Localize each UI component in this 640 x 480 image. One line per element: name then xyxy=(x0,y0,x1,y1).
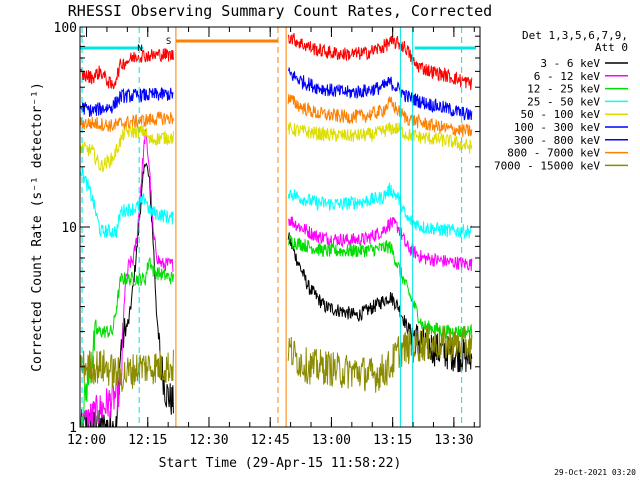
x-tick-label-4: 13:00 xyxy=(312,433,351,448)
legend-label-0: 3 - 6 keV xyxy=(540,57,600,70)
y-axis-label: Corrected Count Rate (s⁻¹ detector⁻¹) xyxy=(30,82,45,372)
legend-label-2: 12 - 25 keV xyxy=(527,83,600,96)
series-trace-1-0 xyxy=(79,128,174,428)
legend-header-1: Att 0 xyxy=(595,41,628,54)
series-trace-8-1 xyxy=(287,325,473,393)
series-trace-3-0 xyxy=(79,166,174,239)
chart-title: RHESSI Observing Summary Count Rates, Co… xyxy=(68,2,492,20)
series-trace-5-0 xyxy=(79,87,174,117)
y-tick-label-2: 100 xyxy=(54,21,77,36)
series-trace-1-1 xyxy=(288,216,473,271)
flag-label-S: S xyxy=(166,37,171,47)
series-trace-3-1 xyxy=(287,182,473,240)
y-tick-label-0: 1 xyxy=(69,421,77,436)
x-tick-label-2: 12:30 xyxy=(189,433,228,448)
x-tick-label-6: 13:30 xyxy=(434,433,473,448)
legend-label-1: 6 - 12 keV xyxy=(534,70,601,83)
timestamp: 29-Oct-2021 03:20 xyxy=(554,468,636,477)
x-tick-label-0: 12:00 xyxy=(67,433,106,448)
axes: 12:00 12:15 12:30 12:45 13:00 13:15 13:30 1 10 10… xyxy=(54,21,480,448)
series-trace-4-0 xyxy=(79,124,174,173)
plot-area: NS xyxy=(79,27,476,428)
legend-label-4: 50 - 100 keV xyxy=(521,108,601,121)
series-trace-2-1 xyxy=(288,234,473,340)
y-tick-label-1: 10 xyxy=(61,221,77,236)
legend-label-8: 7000 - 15000 keV xyxy=(494,159,600,172)
series-trace-5-1 xyxy=(288,67,473,121)
x-tick-label-3: 12:45 xyxy=(251,433,290,448)
legend-label-6: 300 - 800 keV xyxy=(514,134,600,147)
flag-label-N: N xyxy=(137,44,142,54)
legend-label-5: 100 - 300 keV xyxy=(514,121,600,134)
series-trace-7-0 xyxy=(79,111,174,133)
series-trace-2-0 xyxy=(80,257,174,428)
series-trace-9-1 xyxy=(287,32,473,91)
series-trace-4-1 xyxy=(287,121,473,154)
x-tick-label-1: 12:15 xyxy=(128,433,167,448)
x-axis-label: Start Time (29-Apr-15 11:58:22) xyxy=(159,456,402,471)
series-trace-8-0 xyxy=(79,349,174,392)
x-tick-label-5: 13:15 xyxy=(373,433,412,448)
series-trace-7-1 xyxy=(287,94,473,137)
series-trace-9-0 xyxy=(79,48,174,90)
legend-label-3: 25 - 50 keV xyxy=(527,95,600,108)
legend-header-0: Det 1,3,5,6,7,9, xyxy=(522,29,628,42)
legend-label-7: 800 - 7000 keV xyxy=(507,147,600,160)
